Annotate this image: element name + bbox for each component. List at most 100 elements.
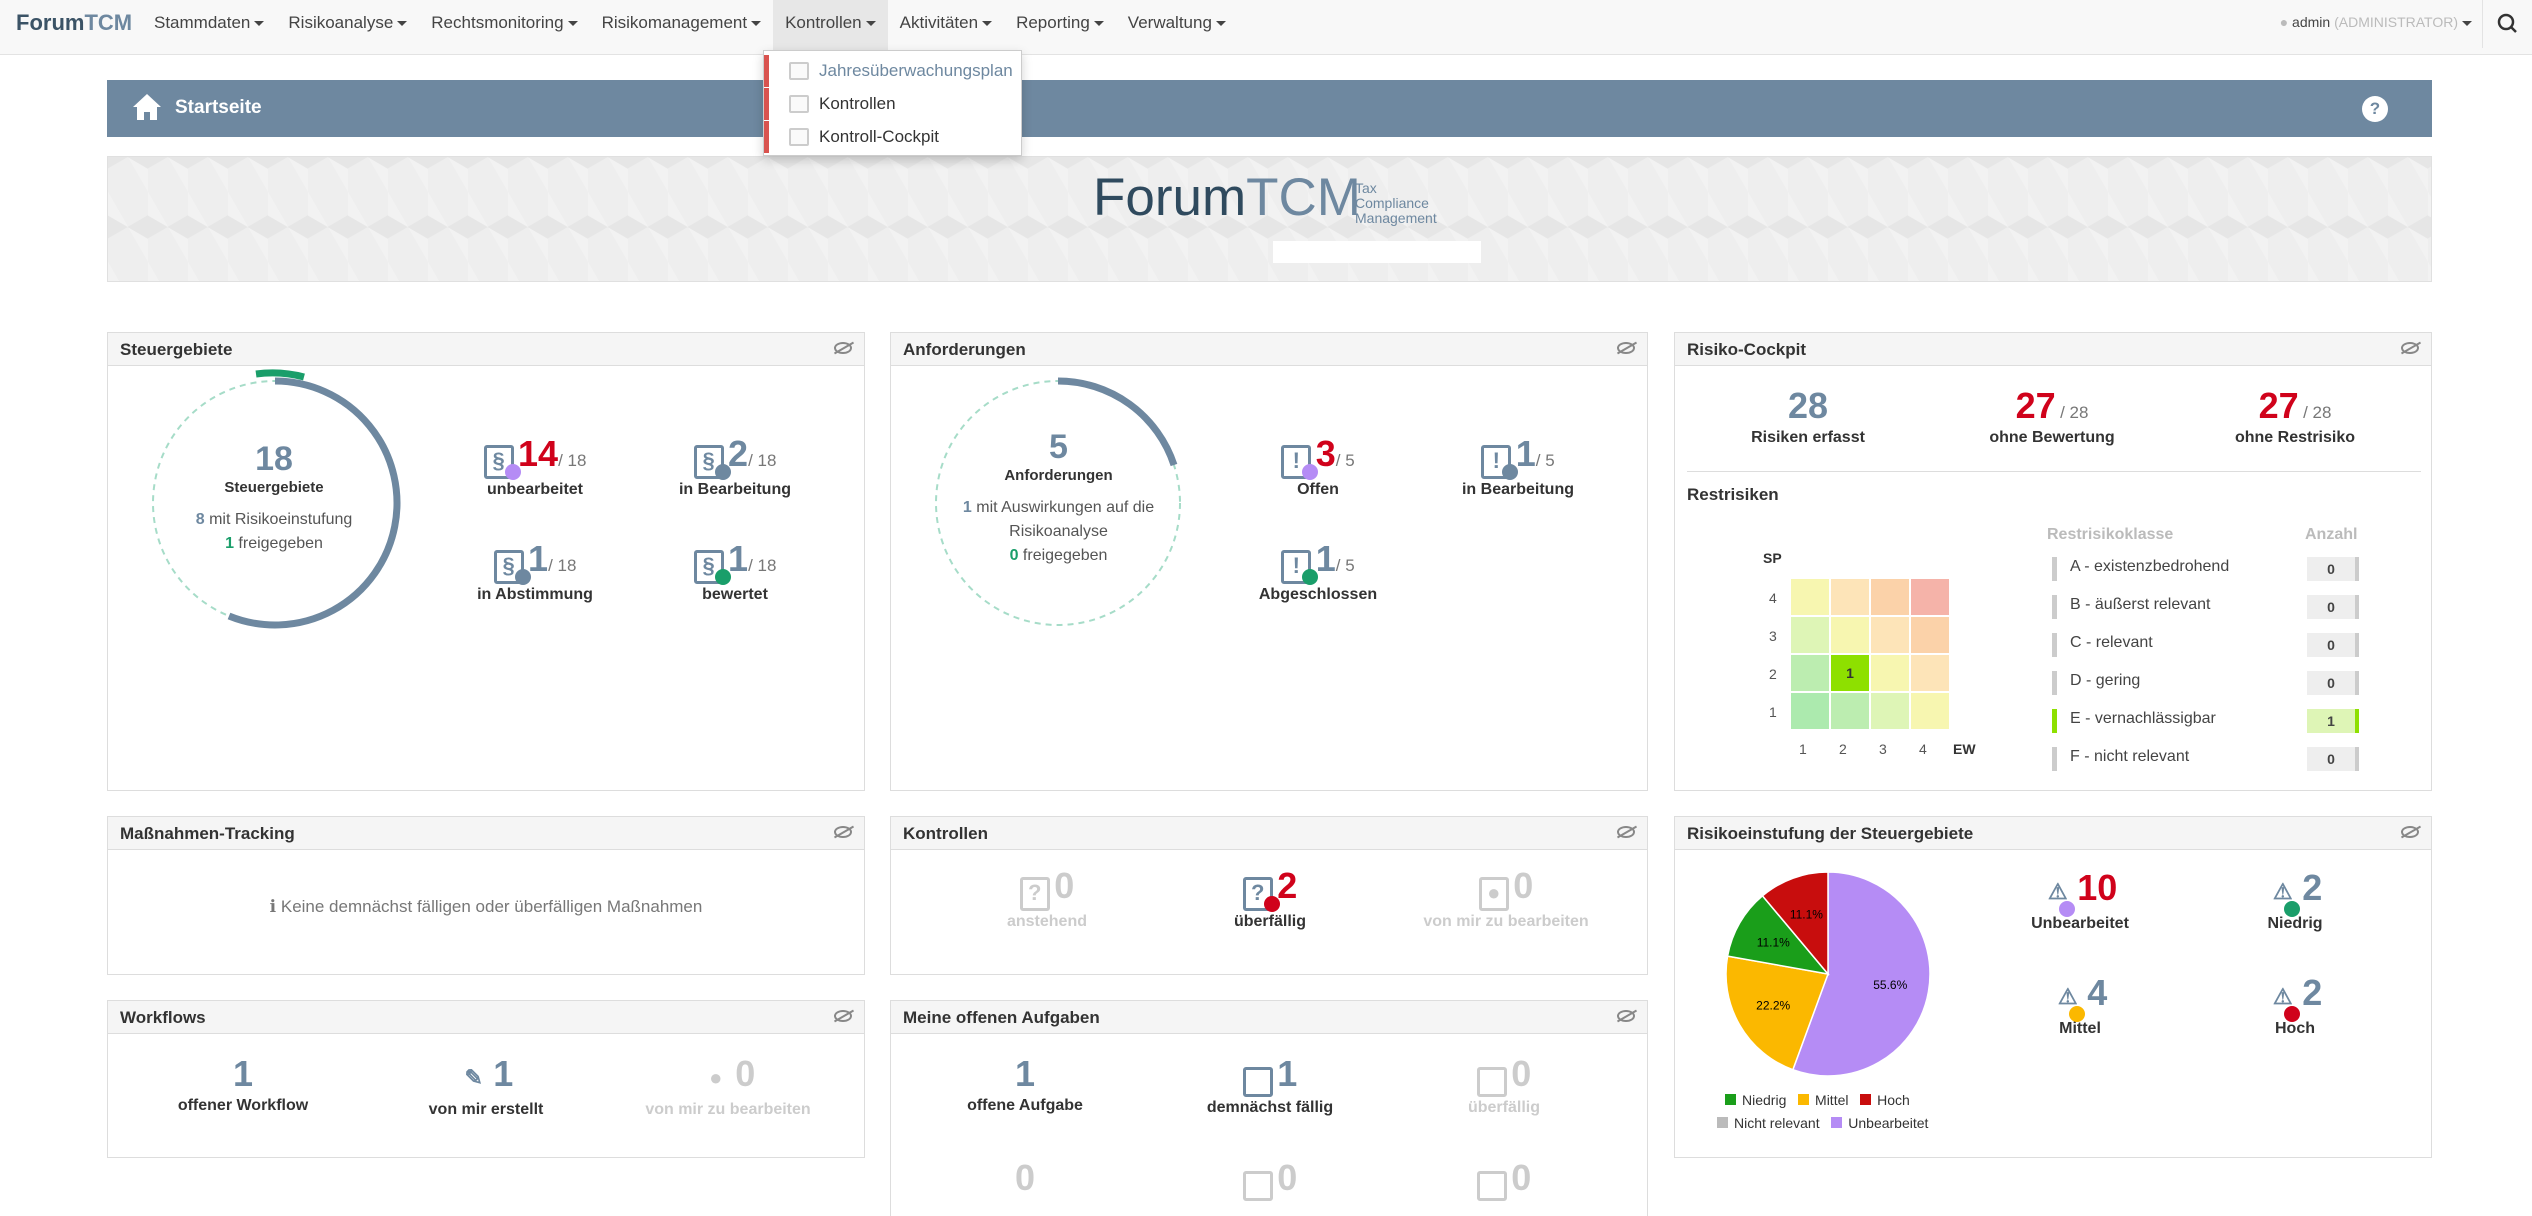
- pie-slice-niedrig[interactable]: [1726, 894, 1830, 976]
- axis-ew-label: EW: [1953, 741, 1976, 757]
- nav-risikoanalyse[interactable]: Risikoanalyse: [276, 0, 419, 55]
- x-tick: 1: [1799, 741, 1807, 757]
- steuergebiete-total: 18: [255, 440, 293, 478]
- caret-down-icon: [1215, 21, 1226, 27]
- menu-item-jahresueberwachungsplan[interactable]: Jahresüberwachungsplan: [764, 55, 1021, 87]
- eye-slash-icon[interactable]: [834, 342, 852, 354]
- stat-offene-aufgabe[interactable]: 1 offene Aufgabe: [967, 1053, 1083, 1114]
- stat-niedrig[interactable]: ⚠ 2 Niedrig: [2267, 867, 2323, 932]
- stat-von-mir-erstellt[interactable]: ✎ 1 von mir erstellt: [428, 1053, 544, 1118]
- eye-slash-icon[interactable]: [834, 826, 852, 838]
- class-row-a[interactable]: A - existenzbedrohend 0: [2052, 551, 2382, 587]
- panel-title: Risiko-Cockpit: [1687, 340, 1807, 359]
- stat-ohne-restrisiko[interactable]: 27 / 28 ohne Restrisiko: [2234, 385, 2356, 446]
- nav-risikomanagement[interactable]: Risikomanagement: [590, 0, 774, 55]
- calendar-icon: [789, 62, 809, 80]
- menu-item-kontroll-cockpit[interactable]: Kontroll-Cockpit: [764, 121, 1021, 153]
- eye-slash-icon[interactable]: [2401, 826, 2419, 838]
- panel-title: Maßnahmen-Tracking: [120, 824, 295, 843]
- stat-abgeschlossen[interactable]: ! 1/ 5 Abgeschlossen: [1258, 538, 1378, 603]
- released-count: 1: [225, 535, 234, 552]
- class-row-f[interactable]: F - nicht relevant 0: [2052, 741, 2382, 777]
- nav-aktivitaeten[interactable]: Aktivitäten: [888, 0, 1004, 55]
- stat-row2-1[interactable]: 0: [1014, 1157, 1036, 1198]
- stat-bewertet[interactable]: § 1/ 18 bewertet: [635, 538, 835, 604]
- stat-ohne-bewertung[interactable]: 27 / 28 ohne Bewertung: [1989, 385, 2115, 446]
- class-row-e[interactable]: E - vernachlässigbar 1: [2052, 703, 2382, 739]
- class-row-d[interactable]: D - gering 0: [2052, 665, 2382, 701]
- steuergebiete-ring: [152, 369, 401, 629]
- pie-slice-hoch[interactable]: [1761, 871, 1829, 977]
- pie-label: 11.1%: [1757, 935, 1790, 949]
- class-row-b[interactable]: B - äußerst relevant 0: [2052, 589, 2382, 625]
- legend-unbearbeitet: Unbearbeitet: [1848, 1115, 1929, 1131]
- doc-alert-icon: !: [1281, 444, 1319, 480]
- x-tick: 4: [1919, 741, 1927, 757]
- class-row-c[interactable]: C - relevant 0: [2052, 627, 2382, 663]
- anforderungen-ring: [935, 377, 1181, 626]
- stat-in-bearbeitung[interactable]: ! 1/ 5 in Bearbeitung: [1461, 433, 1574, 498]
- eye-slash-icon[interactable]: [2401, 342, 2419, 354]
- eye-slash-icon[interactable]: [1617, 826, 1635, 838]
- info-icon: ℹ: [269, 897, 277, 916]
- stat-in-abstimmung[interactable]: § 1/ 18 in Abstimmung: [477, 538, 593, 603]
- brand-logo[interactable]: ForumTCM: [16, 10, 133, 35]
- impact-count: 1: [962, 499, 972, 516]
- nav-stammdaten[interactable]: Stammdaten: [142, 0, 276, 55]
- home-icon: [133, 94, 161, 120]
- stat-von-mir-zu-bearbeiten[interactable]: ● 0 von mir zu bearbeiten: [1423, 865, 1589, 930]
- stat-offener-workflow[interactable]: 1 offener Workflow: [177, 1053, 309, 1114]
- pie-slice-unbearbeitet[interactable]: [1791, 871, 1931, 1077]
- eye-slash-icon[interactable]: [1617, 1010, 1635, 1022]
- stat-risiken-erfasst[interactable]: 28 Risiken erfasst: [1751, 385, 1865, 446]
- stat-unbearbeitet[interactable]: § 14/ 18 unbearbeitet: [435, 433, 635, 499]
- user-alert-icon: ●: [709, 1064, 723, 1090]
- stat-offen[interactable]: ! 3/ 5 Offen: [1218, 433, 1418, 499]
- pie-slice-mittel[interactable]: [1725, 955, 1830, 1071]
- nav-verwaltung[interactable]: Verwaltung: [1116, 0, 1238, 55]
- pie-legend: Niedrig Mittel Hoch: [1725, 1092, 1910, 1108]
- caret-down-icon: [865, 21, 876, 27]
- stat-demnaechst-faellig[interactable]: 1 demnächst fällig: [1206, 1053, 1334, 1116]
- user-menu[interactable]: ● admin (ADMINISTRATOR): [2280, 14, 2472, 30]
- stat-ueberfaellig[interactable]: 0 überfällig: [1467, 1053, 1540, 1116]
- search-icon: [2497, 13, 2517, 33]
- stat-unbearbeitet[interactable]: ⚠ 10 Unbearbeitet: [2031, 867, 2129, 932]
- paragraph-chat-icon: §: [493, 549, 531, 585]
- col-anzahl: Anzahl: [2305, 526, 2358, 543]
- nav-kontrollen[interactable]: Kontrollen: [773, 0, 888, 55]
- banner-blank: [1273, 241, 1481, 263]
- stat-anstehend[interactable]: ? 0 anstehend: [1006, 865, 1087, 930]
- warning-icon: ⚠: [2043, 879, 2075, 917]
- help-button[interactable]: ?: [2362, 96, 2388, 122]
- stat-row2-3[interactable]: 0: [1404, 1157, 1604, 1201]
- caret-down-icon: [2462, 20, 2472, 26]
- heatmap-cell-active[interactable]: 1: [1831, 655, 1869, 691]
- stat-hoch[interactable]: ⚠ 2 Hoch: [2225, 972, 2365, 1038]
- caret-down-icon: [1093, 21, 1104, 27]
- y-tick: 3: [1769, 628, 1777, 644]
- y-tick: 4: [1769, 590, 1777, 606]
- calendar-icon: [1476, 1170, 1507, 1201]
- stat-von-mir-zu-bearbeiten[interactable]: ● 0 von mir zu bearbeiten: [645, 1053, 811, 1118]
- caret-down-icon: [567, 21, 578, 27]
- stat-in-bearbeitung[interactable]: § 2/ 18 in Bearbeitung: [678, 433, 791, 498]
- eye-slash-icon[interactable]: [1617, 342, 1635, 354]
- page-title: Startseite: [175, 97, 262, 118]
- stat-mittel[interactable]: ⚠ 4 Mittel: [2010, 972, 2150, 1038]
- user-icon: ●: [2279, 14, 2289, 30]
- menu-item-kontrollen[interactable]: Kontrollen: [764, 88, 1021, 120]
- search-button[interactable]: [2482, 0, 2532, 48]
- eye-slash-icon[interactable]: [834, 1010, 852, 1022]
- risk-heatmap: 1: [1789, 577, 1951, 731]
- nav-reporting[interactable]: Reporting: [1004, 0, 1116, 55]
- doc-check-icon: !: [1281, 549, 1319, 585]
- legend-hoch: Hoch: [1877, 1092, 1910, 1108]
- axis-sp-label: SP: [1763, 550, 1782, 566]
- paragraph-icon: §: [483, 444, 521, 480]
- restrisiken-title: Restrisiken: [1687, 485, 1779, 504]
- stat-row2-2[interactable]: 0: [1170, 1157, 1370, 1201]
- nav-rechtsmonitoring[interactable]: Rechtsmonitoring: [419, 0, 589, 55]
- caret-down-icon: [397, 21, 408, 27]
- stat-ueberfaellig[interactable]: ? 2 überfällig: [1233, 865, 1306, 930]
